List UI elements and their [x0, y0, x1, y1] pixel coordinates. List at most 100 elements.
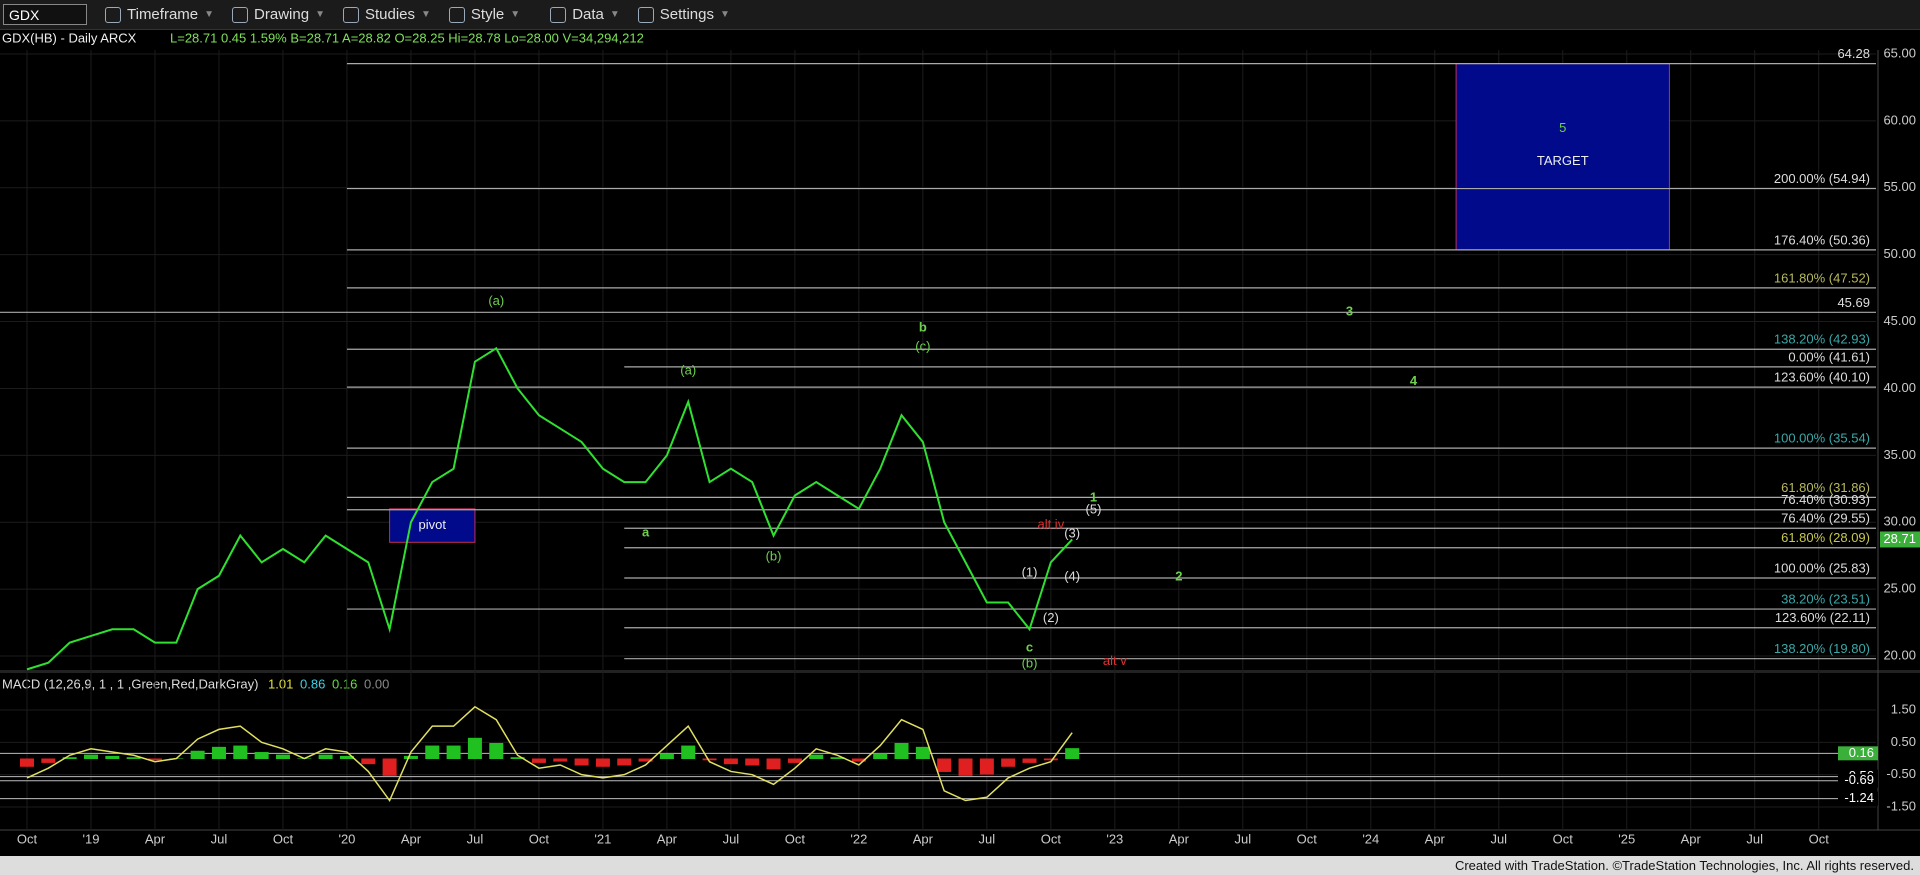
macd-flag-label: -1.24	[1844, 790, 1874, 805]
wave-label: 4	[1410, 373, 1418, 388]
menu-label: Settings	[659, 6, 714, 23]
wave-label: (5)	[1086, 502, 1102, 517]
macd-bar	[638, 758, 653, 762]
fib-label: 138.20% (42.93)	[1774, 332, 1870, 347]
macd-bar	[574, 758, 589, 766]
footer-text: Created with TradeStation. ©TradeStation…	[1454, 858, 1914, 873]
macd-tick-label: -0.50	[1886, 766, 1916, 781]
price-tick-label: 55.00	[1883, 179, 1916, 194]
menu-item[interactable]: Drawing ▼	[232, 6, 325, 23]
wave-label: alt v	[1103, 653, 1127, 668]
x-tick-label: '19	[83, 831, 100, 846]
wave-label: b	[919, 320, 927, 335]
macd-bar	[20, 758, 34, 767]
macd-bar	[595, 758, 610, 767]
chart: GDX(HB) - Daily ARCX L=28.71 0.45 1.59% …	[0, 30, 1920, 856]
target-box	[1455, 63, 1670, 251]
macd-bar	[702, 758, 717, 761]
wave-label: a	[642, 524, 650, 539]
macd-bar	[254, 752, 269, 759]
header-quote: L=28.71 0.45 1.59% B=28.71 A=28.82 O=28.…	[170, 30, 644, 45]
x-tick-label: '23	[1106, 831, 1123, 846]
fib-label: 38.20% (23.51)	[1781, 591, 1870, 606]
macd-bar	[958, 758, 973, 776]
menu-label: Timeframe	[127, 6, 199, 23]
fib-label: 100.00% (35.54)	[1774, 431, 1870, 446]
macd-name: MACD (12,26,9, 1 , 1 ,Green,Red,DarkGray…	[2, 676, 258, 691]
pivot-label: pivot	[419, 517, 447, 532]
macd-tick-label: 1.50	[1891, 701, 1916, 716]
wave-label: (1)	[1022, 564, 1038, 579]
macd-tick-label: 0.50	[1891, 734, 1916, 749]
fib-label: 123.60% (22.11)	[1775, 610, 1870, 625]
x-tick-label: Jul	[1490, 831, 1507, 846]
x-tick-label: Jul	[723, 831, 740, 846]
macd-bar	[233, 745, 248, 760]
macd-bar	[979, 758, 994, 775]
x-tick-label: Jul	[211, 831, 228, 846]
x-tick-label: '25	[1618, 831, 1635, 846]
macd-flag	[1838, 773, 1878, 788]
x-tick-label: Apr	[1681, 831, 1702, 846]
macd-bar	[190, 750, 205, 759]
macd-bar	[425, 745, 440, 760]
menu-item[interactable]: Studies ▼	[342, 6, 431, 23]
macd-bar	[275, 754, 290, 759]
macd-flag-label: -0.69	[1844, 772, 1874, 787]
macd-value: 0.86	[300, 676, 325, 691]
price-tick-label: 20.00	[1883, 647, 1916, 662]
menu-label: Style	[470, 6, 505, 23]
target-label: TARGET	[1537, 153, 1589, 168]
fib-label: 200.00% (54.94)	[1774, 171, 1870, 186]
fib-label: 76.40% (30.93)	[1781, 492, 1870, 507]
macd-bar	[851, 758, 866, 762]
wave-label: (b)	[766, 548, 782, 563]
fib-label: 45.69	[1837, 295, 1870, 310]
macd-bar	[1043, 758, 1058, 761]
fib-label: 176.40% (50.36)	[1774, 232, 1870, 247]
fib-label: 100.00% (25.83)	[1774, 560, 1870, 575]
footer: Created with TradeStation. ©TradeStation…	[0, 856, 1920, 875]
price-tick-label: 50.00	[1883, 246, 1916, 261]
x-tick-label: Apr	[1169, 831, 1190, 846]
macd-bar	[1001, 758, 1016, 767]
macd-bar	[1022, 758, 1037, 763]
price-tick-label: 35.00	[1883, 447, 1916, 462]
macd-bar	[1065, 748, 1080, 760]
fib-label: 64.28	[1837, 46, 1870, 61]
menu-label: Studies	[364, 6, 416, 23]
menu-item[interactable]: Style ▼	[448, 6, 520, 23]
x-tick-label: '22	[850, 831, 867, 846]
x-tick-label: Oct	[529, 831, 550, 846]
macd-bar	[553, 758, 568, 762]
x-tick-label: '21	[594, 831, 611, 846]
fib-label: 123.60% (40.10)	[1774, 370, 1870, 385]
fib-label: 76.40% (29.55)	[1781, 511, 1870, 526]
x-tick-label: Jul	[979, 831, 996, 846]
symbol-box[interactable]: GDX	[3, 4, 87, 25]
menu-item[interactable]: Settings ▼	[637, 6, 730, 23]
x-tick-label: Oct	[1041, 831, 1062, 846]
wave-label: 2	[1175, 569, 1182, 584]
wave-label: (3)	[1064, 526, 1080, 541]
x-tick-label: Apr	[401, 831, 422, 846]
menu-item[interactable]: Timeframe ▼	[105, 6, 214, 23]
wave-label: (c)	[915, 338, 930, 353]
macd-bar	[126, 757, 141, 759]
macd-bar	[489, 742, 504, 760]
macd-tick-label: -1.50	[1886, 798, 1916, 813]
x-tick-label: '20	[338, 831, 355, 846]
macd-bar	[62, 757, 77, 759]
macd-value: 1.01	[268, 676, 293, 691]
x-tick-label: Apr	[145, 831, 166, 846]
fib-label: 61.80% (28.09)	[1781, 530, 1870, 545]
macd-bar	[894, 742, 909, 760]
price-tick-label: 25.00	[1883, 581, 1916, 596]
menu-item[interactable]: Data ▼	[550, 6, 620, 23]
fib-label: 138.20% (19.80)	[1774, 641, 1870, 656]
macd-bar	[745, 758, 760, 766]
macd-bar	[830, 757, 845, 759]
macd-bar	[467, 737, 482, 759]
macd-bar	[446, 745, 461, 760]
